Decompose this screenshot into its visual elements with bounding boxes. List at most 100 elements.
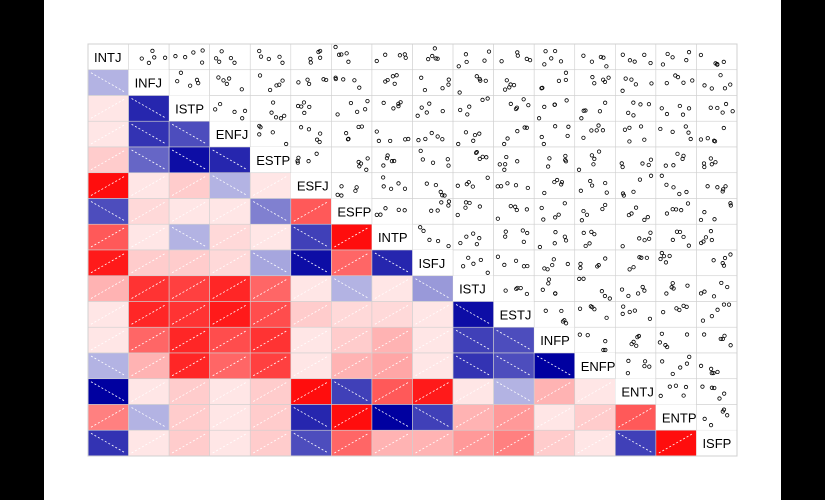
scatter-cell [168, 69, 210, 96]
scatter-point [183, 55, 188, 60]
correlation-cell [87, 95, 129, 122]
shade-hatch-line [90, 149, 126, 171]
shade-hatch-line [536, 407, 572, 428]
scatter-point [266, 56, 271, 62]
scatter-cell [371, 172, 413, 199]
variable-label: ENFJ [216, 127, 249, 142]
scatter-point [562, 201, 567, 206]
scatter-point [381, 184, 386, 189]
shade-hatch-line [90, 98, 126, 119]
shade-hatch-line [334, 278, 370, 299]
scatter-point [374, 129, 379, 134]
scatter-point [213, 107, 218, 112]
scatter-point [563, 157, 568, 163]
scatter-point [721, 125, 726, 131]
correlation-cell [209, 378, 251, 405]
scatter-point [722, 333, 727, 338]
correlation-cell [87, 404, 129, 431]
scatter-point [196, 81, 201, 86]
scatter-point [277, 54, 282, 59]
scatter-point [552, 102, 557, 107]
scatter-point [553, 291, 558, 296]
scatter-point [726, 302, 732, 307]
shade-hatch-line [536, 381, 572, 402]
scatter-point [539, 134, 544, 140]
scatter-point [627, 125, 632, 130]
scatter-point [152, 55, 157, 60]
scatter-cell [655, 275, 697, 302]
scatter-cell [574, 198, 616, 225]
scatter-point [270, 100, 276, 105]
scatter-point [578, 188, 583, 193]
scatter-point [645, 215, 650, 220]
scatter-point [397, 53, 402, 58]
scatter-point [466, 255, 471, 260]
scatter-point [649, 81, 654, 86]
correlation-cell [331, 404, 373, 431]
shade-hatch-line [496, 355, 532, 377]
scatter-point [671, 286, 676, 291]
scatter-point [232, 60, 237, 65]
variable-label: ESFJ [297, 179, 329, 194]
correlation-cell [371, 352, 413, 380]
scatter-point [646, 102, 652, 107]
scatter-point [446, 203, 451, 208]
scatter-point [631, 189, 636, 194]
scatter-point [439, 200, 444, 205]
correlation-cell [168, 378, 210, 405]
scatter-point [282, 113, 287, 118]
shade-hatch-line [334, 252, 370, 274]
shade-hatch-line [212, 201, 248, 222]
scatter-point [579, 218, 584, 223]
scatter-point [637, 177, 643, 182]
scatter-point [686, 130, 691, 135]
scatter-point [620, 244, 625, 249]
scatter-point [563, 321, 569, 326]
correlation-cell [249, 378, 292, 405]
scatter-point [525, 230, 530, 236]
scatter-point [658, 393, 663, 399]
scatter-point [633, 205, 639, 210]
scatter-point [465, 112, 470, 117]
scatter-point [589, 59, 595, 64]
scatter-point [429, 208, 434, 213]
diagonal-cell [655, 404, 697, 431]
scatter-point [426, 57, 431, 62]
correlation-cell [493, 378, 535, 405]
diagonal-cell [493, 301, 535, 328]
scatter-point [433, 182, 438, 188]
scatter-point [200, 48, 205, 53]
scatter-cell [493, 249, 535, 277]
scatter-point [542, 62, 547, 67]
scatter-point [715, 105, 720, 111]
scatter-point [258, 125, 263, 130]
scatter-point [336, 52, 342, 57]
diagonal-cell [574, 353, 616, 379]
scatter-point [435, 238, 441, 244]
scatter-point [396, 207, 401, 212]
correlation-cell [412, 429, 454, 457]
scatter-point [422, 87, 428, 93]
shade-hatch-line [171, 329, 207, 351]
correlation-cell [87, 198, 129, 225]
scatter-cell [533, 249, 576, 277]
diagonal-cell [290, 172, 332, 199]
scatter-point [402, 208, 407, 213]
correlation-cell [331, 378, 373, 405]
scatter-point [670, 55, 675, 60]
scatter-point [527, 58, 533, 63]
scatter-point [502, 262, 507, 268]
shade-hatch-line [658, 432, 694, 454]
scatter-point [357, 85, 362, 90]
scatter-cell [696, 146, 738, 174]
scatter-point [228, 55, 234, 61]
scatter-point [546, 164, 551, 169]
scatter-cell [696, 223, 738, 251]
shade-hatch-line [536, 432, 572, 454]
shade-hatch-line [171, 149, 207, 171]
scatter-cell [249, 43, 292, 71]
scatter-cell [574, 69, 616, 96]
scatter-cell [655, 120, 697, 148]
scatter-point [552, 241, 557, 246]
scatter-point [482, 58, 487, 63]
